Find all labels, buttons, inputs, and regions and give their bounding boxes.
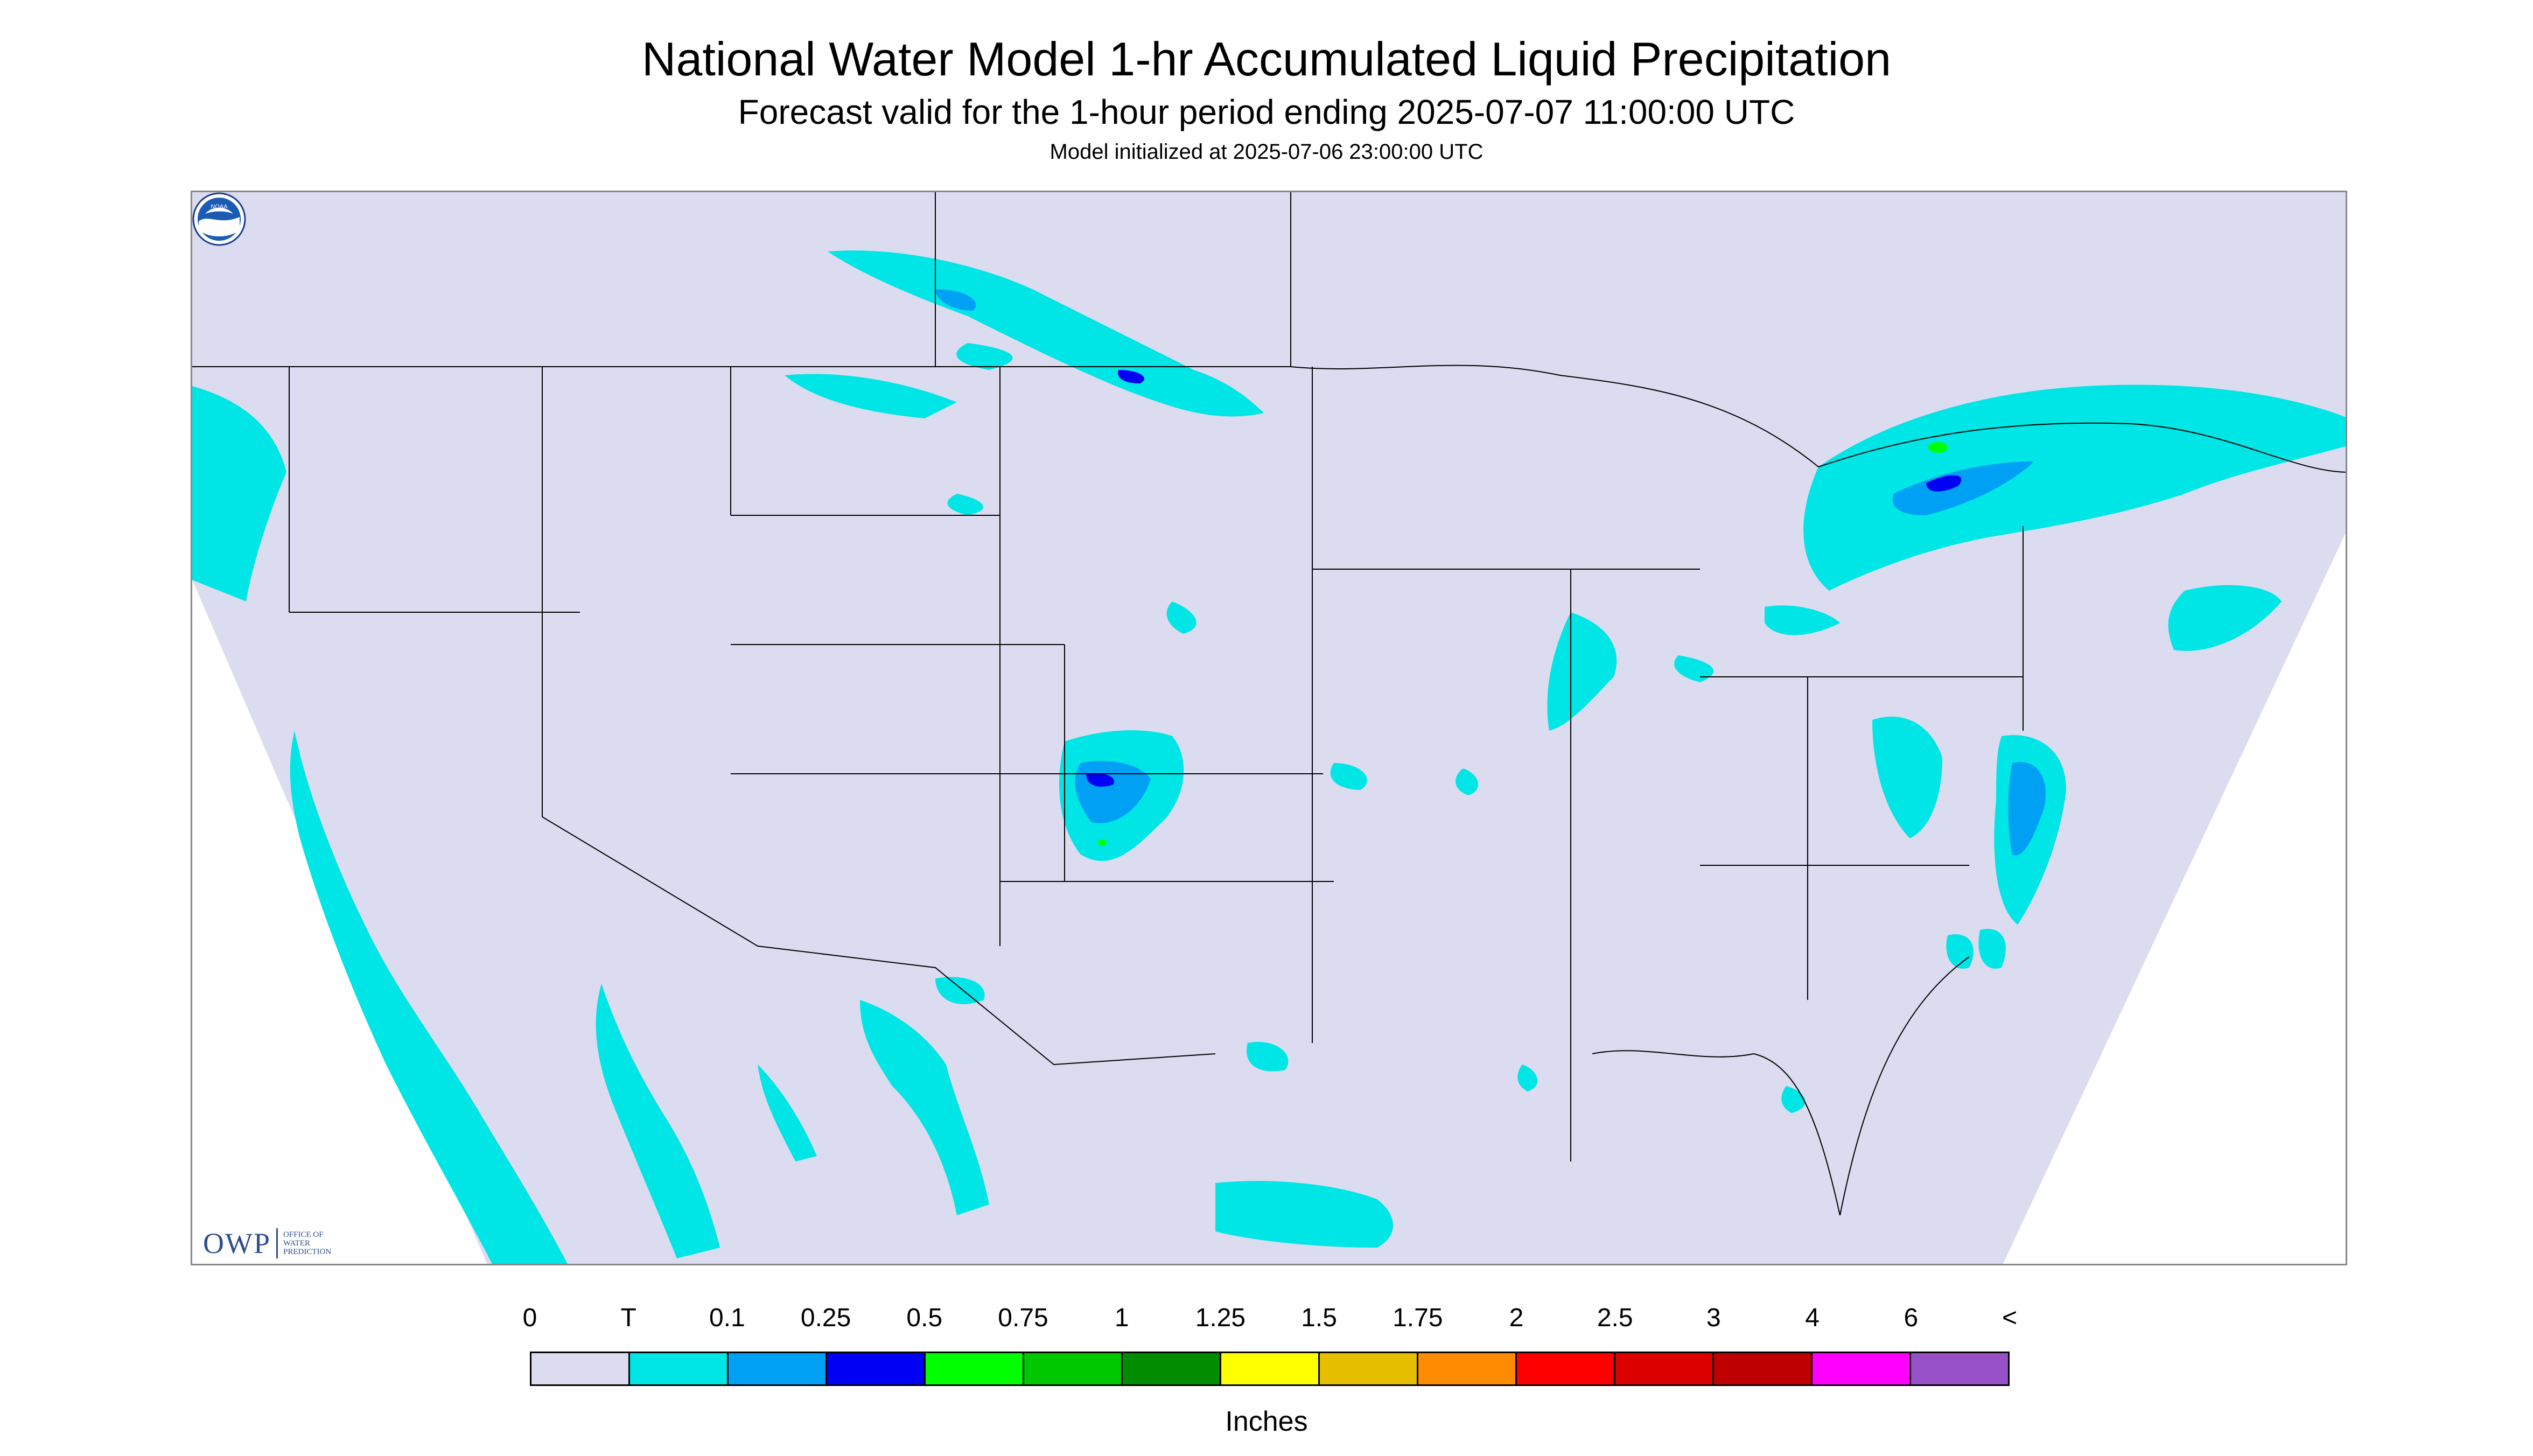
owp-logo-divider <box>276 1228 278 1258</box>
legend-tick-label: 0 <box>522 1304 537 1332</box>
legend-tick-label: 2.5 <box>1597 1304 1633 1332</box>
legend-swatch <box>1320 1353 1418 1384</box>
legend-swatch <box>1221 1353 1320 1384</box>
legend-swatch <box>1024 1353 1123 1384</box>
legend-swatch <box>531 1353 630 1384</box>
map-title: National Water Model 1-hr Accumulated Li… <box>641 32 1892 86</box>
owp-logo: OWP OFFICE OF WATER PREDICTION <box>203 1227 331 1259</box>
legend-tick-label: 4 <box>1805 1304 1820 1332</box>
legend-tick-label: 0.5 <box>906 1304 943 1332</box>
legend-tick-label: 1.75 <box>1393 1304 1443 1332</box>
legend-swatch <box>1813 1353 1911 1384</box>
owp-logo-word: WATER <box>283 1239 310 1248</box>
legend-tick-label: 2 <box>1509 1304 1524 1332</box>
model-domain <box>192 192 2346 1264</box>
legend-swatch <box>1123 1353 1221 1384</box>
precip-moderate-areas <box>1086 370 1962 787</box>
legend-units: Inches <box>1225 1406 1308 1437</box>
legend-tick-label: 0.25 <box>800 1304 851 1332</box>
political-boundaries <box>192 192 2346 1216</box>
legend-swatch <box>926 1353 1024 1384</box>
legend-tick-label: 3 <box>1706 1304 1721 1332</box>
owp-logo-letters: OWP <box>203 1227 271 1259</box>
legend-swatch <box>1911 1353 2008 1384</box>
noaa-seal-icon: NOAA <box>192 192 246 246</box>
legend-swatch <box>1517 1353 1615 1384</box>
model-init-time: Model initialized at 2025-07-06 23:00:00… <box>1049 140 1484 164</box>
owp-logo-word: PREDICTION <box>283 1248 332 1256</box>
legend-tick-label: 1.25 <box>1195 1304 1246 1332</box>
legend-swatch <box>630 1353 729 1384</box>
legend-swatch <box>1615 1353 1714 1384</box>
legend-swatch <box>827 1353 926 1384</box>
precip-heavy-areas <box>1098 442 1948 846</box>
map-subtitle: Forecast valid for the 1-hour period end… <box>738 93 1795 131</box>
legend-tick-label: 1.5 <box>1301 1304 1337 1332</box>
legend-swatch <box>729 1353 827 1384</box>
legend-tick-label: 0.1 <box>709 1304 745 1332</box>
owp-logo-word: OFFICE OF <box>283 1230 324 1239</box>
legend-tick-label: < <box>2002 1304 2018 1332</box>
legend-tick-label: T <box>620 1304 636 1332</box>
legend-tick-label: 1 <box>1114 1304 1129 1332</box>
noaa-seal-text: NOAA <box>211 204 228 210</box>
map-canvas <box>192 192 2346 1264</box>
legend-tick-label: 6 <box>1904 1304 1919 1332</box>
legend-swatch <box>1714 1353 1813 1384</box>
precipitation-map: OWP OFFICE OF WATER PREDICTION NOAA <box>191 191 2347 1265</box>
legend-swatch <box>1418 1353 1517 1384</box>
legend-tick-label: 0.75 <box>998 1304 1048 1332</box>
legend-colorbar <box>530 1352 2010 1386</box>
owp-logo-words: OFFICE OF WATER PREDICTION <box>283 1230 331 1256</box>
